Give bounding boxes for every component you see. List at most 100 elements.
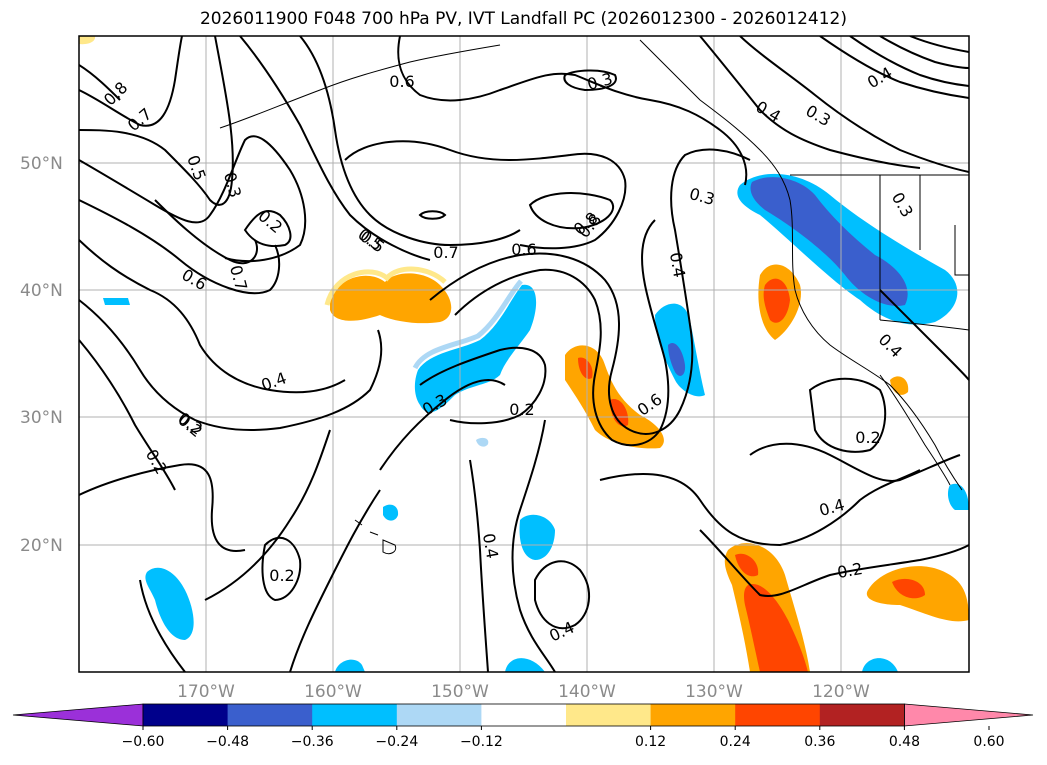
contour-line-0.4-south <box>534 560 591 630</box>
alaska-panhandle-coast <box>639 39 791 201</box>
colorbar-segment <box>396 704 482 726</box>
colorbar-tick-label: 0.12 <box>635 734 666 750</box>
hawaii-islands <box>354 519 397 555</box>
darkblue-region-central-2 <box>668 342 686 376</box>
contour-line-0.7-north <box>299 36 521 247</box>
contour-line-0.3-w <box>79 135 307 263</box>
colorbar-segment <box>566 704 652 726</box>
contour-line-0.2-center <box>419 346 547 425</box>
yellow-region-topleft <box>79 36 96 45</box>
contour-line-0.5-north <box>239 36 431 261</box>
blue-region-small-3 <box>103 298 130 305</box>
blue-region-bottom-2 <box>505 658 545 672</box>
latitude-labels: 50°N 40°N 30°N 20°N <box>20 154 63 556</box>
state-borders <box>879 175 969 320</box>
contour-line-0.8-ne <box>819 36 969 99</box>
contour-line-0.6-center-loop <box>454 219 670 447</box>
lightblue-edge-central-1 <box>412 279 523 370</box>
colorbar-tick-label: 0.24 <box>720 734 751 750</box>
colorbar-segment <box>312 704 398 726</box>
red-region-central <box>610 399 629 427</box>
colorbar-segment <box>227 704 313 726</box>
colorbar-tick-label: −0.24 <box>375 734 418 750</box>
red-region-central-2 <box>578 357 593 379</box>
contour-line-0.4-lower-left <box>204 429 331 601</box>
lon-label: 140°W <box>558 682 616 702</box>
contour-label: 0.6 <box>511 240 536 259</box>
orange-region-north-central <box>330 273 452 324</box>
blue-region-sw <box>145 567 194 640</box>
colorbar-segment <box>650 704 736 726</box>
blue-region-bottom-1 <box>335 659 365 672</box>
contour-line-0.4-sw-mid <box>261 536 302 602</box>
lat-label: 50°N <box>20 154 63 174</box>
contour-line-0.2-w <box>243 210 292 248</box>
contour-line-0.2-far-sw <box>79 339 176 491</box>
red-region-se <box>744 584 808 672</box>
blue-region-small-2 <box>476 437 489 447</box>
coastlines <box>219 39 969 555</box>
contour-line-0.4-east <box>749 442 961 482</box>
colorbar-tick-label: −0.12 <box>460 734 503 750</box>
contour-line-0.4-center <box>429 148 751 435</box>
contour-line-0.8-small <box>418 210 447 220</box>
lon-label: 150°W <box>431 682 489 702</box>
colorbar-tick-label: 0.36 <box>804 734 835 750</box>
contour-label: 0.2 <box>855 428 880 447</box>
blue-region-bottom-3 <box>862 658 898 672</box>
lon-label: 130°W <box>685 682 743 702</box>
shaded-anomaly-regions <box>79 36 969 672</box>
colorbar-frame <box>142 703 905 727</box>
contour-label: 0.2 <box>269 566 294 585</box>
map-title: 2026011900 F048 700 hPa PV, IVT Landfall… <box>199 9 847 29</box>
colorbar-tick-label: −0.36 <box>291 734 334 750</box>
colorbar-tick-label: 0.60 <box>973 734 1004 750</box>
contour-label: 0.4 <box>479 532 502 560</box>
contour-label: 0.4 <box>666 251 689 279</box>
contour-line-0.5-w <box>79 36 234 206</box>
contour-line-0.3-north <box>397 36 748 186</box>
contour-line-0.2-sw <box>79 299 383 431</box>
contour-line-0.4-southeast <box>599 469 921 547</box>
contour-line-0.2-east <box>808 377 887 453</box>
contour-line-0.3-south-center <box>379 379 506 471</box>
lon-label: 170°W <box>177 682 235 702</box>
contour-line-0.4-sw <box>79 239 346 394</box>
lon-label: 160°W <box>304 682 362 702</box>
contour-line-ne-3 <box>909 36 969 53</box>
pv-contours <box>79 36 969 672</box>
blue-region-south-1 <box>519 514 555 560</box>
lat-label: 20°N <box>20 536 63 556</box>
colorbar-extend-high <box>904 703 1034 727</box>
colorbar-extend-low <box>12 703 144 727</box>
contour-label: 0.2 <box>836 559 864 582</box>
contour-line-0.3-ne <box>739 36 969 173</box>
colorbar-segment <box>819 704 905 726</box>
darkblue-region-nw-coast <box>750 177 908 306</box>
contour-line-0.8-center <box>528 192 615 230</box>
contour-line-0.6-w <box>79 199 281 295</box>
mexico-border <box>879 319 969 331</box>
red-region-se-small <box>735 553 759 577</box>
contour-line-0.4-ne <box>699 36 921 169</box>
blue-region-se-edge <box>947 483 969 510</box>
baja-peninsula <box>879 374 951 486</box>
contour-label: 0.7 <box>433 243 458 262</box>
contour-line-0.4-ne-2 <box>879 36 969 69</box>
red-region-east <box>892 578 925 599</box>
contour-line-0.2-southeast <box>699 529 969 597</box>
us-west-coast <box>789 199 963 491</box>
contour-line-bottom-arc <box>289 489 381 672</box>
blue-region-small-1 <box>383 504 399 521</box>
yellow-edge-north-central <box>324 266 447 306</box>
contour-line-0.6-center <box>344 140 627 250</box>
contour-line-0.4-e-coast <box>879 289 969 381</box>
colorbar: −0.60 −0.48 −0.36 −0.24 −0.12 0.12 0.24 0.36 0.4… <box>12 703 1034 750</box>
plot-frame <box>78 35 970 673</box>
colorbar-tick-label: −0.48 <box>206 734 249 750</box>
contour-line-0.6-ne <box>849 36 969 87</box>
contour-line-0.7-nw <box>79 36 183 127</box>
blue-region-central-1 <box>414 284 537 413</box>
contour-label: 0.2 <box>509 400 534 419</box>
